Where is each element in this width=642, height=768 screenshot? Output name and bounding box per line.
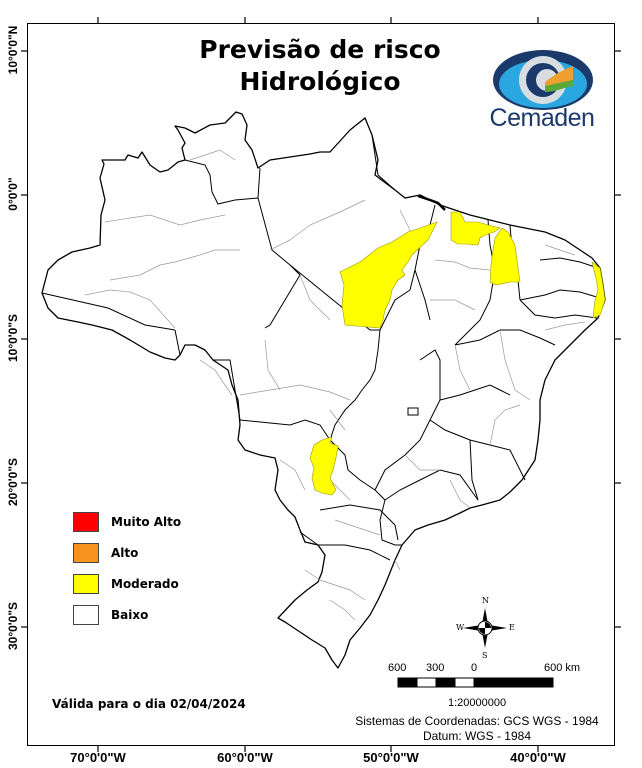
brazil-outline (41, 111, 606, 669)
compass-s: S (482, 651, 488, 660)
map-title: Previsão de risco Hidrológico (150, 34, 490, 98)
legend-label: Moderado (111, 576, 179, 591)
scale-label-600-km: 600 km (544, 662, 581, 674)
title-line-2: Hidrológico (239, 67, 401, 96)
compass-n: N (482, 596, 489, 605)
lat-label-0: 0°0'0" (6, 177, 20, 211)
frame-ticks (21, 17, 621, 752)
legend-label: Muito Alto (111, 514, 182, 529)
basin-borders (84, 149, 586, 621)
legend-item-alto: Alto (73, 537, 181, 568)
compass-rose-icon (463, 608, 507, 648)
moderate-risk-areas (309, 211, 606, 496)
lat-label-10s: 10°0'0"S (6, 313, 20, 363)
risk-area-mato-grosso (309, 436, 339, 496)
scale-label-0: 0 (471, 662, 478, 674)
legend-label: Alto (111, 545, 139, 560)
risk-area-para (339, 221, 438, 329)
logo-text: Cemaden (489, 104, 595, 132)
legend-swatch-red (73, 511, 99, 532)
scale-ratio: 1:20000000 (448, 697, 507, 709)
title-line-1: Previsão de risco (199, 35, 441, 64)
lon-label-60w: 60°0'0"W (217, 750, 273, 765)
map-frame (27, 23, 615, 746)
lon-label-40w: 40°0'0"W (510, 750, 566, 765)
legend-item-moderado: Moderado (73, 568, 181, 599)
coord-system-line: Sistemas de Coordenadas: GCS WGS - 1984 (355, 714, 599, 728)
legend-swatch-orange (73, 542, 99, 563)
state-borders (41, 134, 601, 561)
scale-label-300: 300 (426, 662, 445, 674)
scale-label-600-left: 600 (388, 662, 407, 674)
legend-item-muito-alto: Muito Alto (73, 506, 181, 537)
scale-bar (397, 677, 554, 688)
legend-item-baixo: Baixo (73, 599, 181, 630)
coordinate-system: Sistemas de Coordenadas: GCS WGS - 1984 … (340, 714, 614, 744)
lat-label-30s: 30°0'0"S (6, 601, 20, 651)
legend-swatch-white (73, 604, 99, 625)
legend-label: Baixo (111, 607, 149, 622)
legend: Muito Alto Alto Moderado Baixo (73, 506, 181, 630)
cemaden-logo-icon (493, 50, 593, 110)
coastline-detail (417, 194, 446, 211)
validity-date: Válida para o dia 02/04/2024 (52, 697, 246, 711)
risk-area-east-coast (591, 261, 606, 319)
compass-e: E (509, 623, 515, 632)
lon-label-70w: 70°0'0"W (70, 750, 126, 765)
risk-area-piaui (489, 227, 521, 286)
datum-line: Datum: WGS - 1984 (422, 729, 532, 743)
risk-area-maranhao (450, 211, 501, 246)
compass-w: W (456, 623, 465, 632)
lon-label-50w: 50°0'0"W (363, 750, 419, 765)
lat-label-10n: 10°0'0"N (6, 25, 20, 75)
legend-swatch-yellow (73, 573, 99, 594)
lat-label-20s: 20°0'0"S (6, 457, 20, 507)
